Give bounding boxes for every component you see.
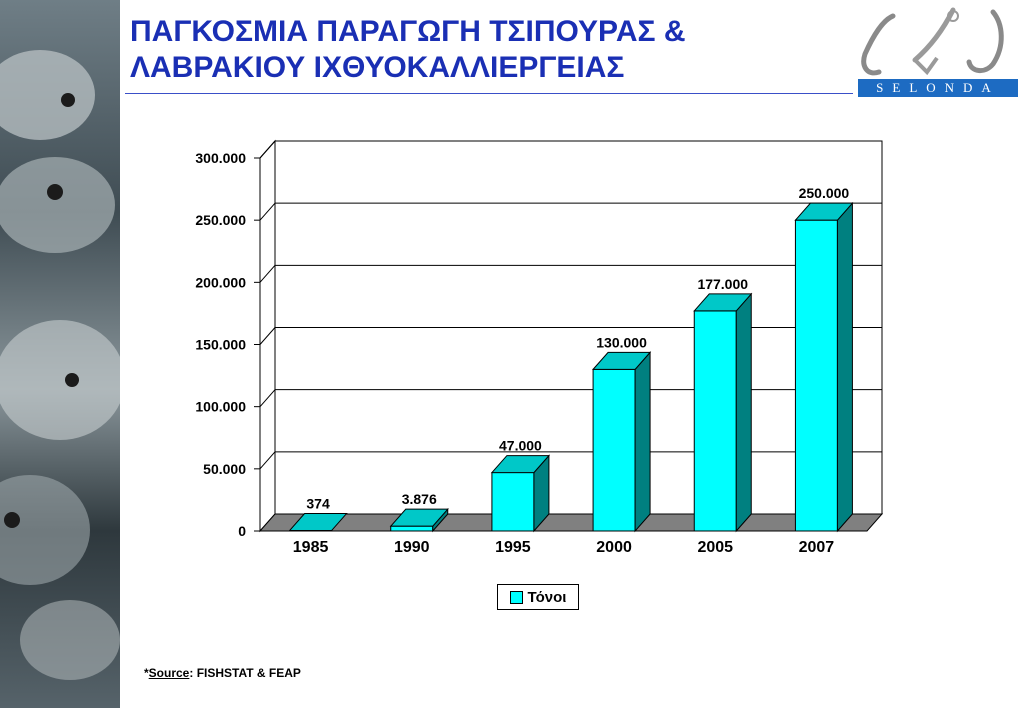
x-tick-label-2005: 2005: [697, 539, 733, 556]
selonda-hook-logo-icon: [861, 7, 1004, 76]
bar-2005: [693, 310, 737, 532]
data-label-1995: 47.000: [499, 438, 542, 454]
data-label-2007: 250.000: [799, 185, 850, 201]
bar-top-1990: [389, 508, 449, 527]
bar-top-2005: [693, 293, 753, 312]
page-title: ΠΑΓΚΟΣΜΙΑ ΠΑΡΑΓΩΓΗ ΤΣΙΠΟΥΡΑΣ & ΛΑΒΡΑΚΙΟΥ…: [130, 14, 830, 86]
gridline-side: [259, 389, 276, 407]
chart-floor-plane: [258, 513, 884, 532]
bar-side-2000: [634, 351, 651, 533]
bar-top-1985: [288, 513, 348, 532]
source-word: Source: [148, 666, 190, 680]
gridline-side: [259, 265, 276, 283]
gridline-side: [259, 451, 276, 470]
legend-swatch-icon: [509, 590, 523, 604]
bar-1990: [390, 525, 434, 532]
bar-top-2000: [591, 351, 652, 370]
bar-side-2005: [735, 292, 752, 533]
gridline-side: [259, 140, 276, 159]
title-line-1: ΠΑΓΚΟΣΜΙΑ ΠΑΡΑΓΩΓΗ ΤΣΙΠΟΥΡΑΣ &: [130, 15, 686, 48]
data-label-1985: 374: [306, 496, 330, 512]
logo-wordmark: SELONDA: [858, 79, 1018, 97]
bar-side-2007: [836, 201, 853, 533]
fish-photo-strip: [0, 0, 120, 708]
bar-2007: [794, 219, 838, 532]
x-tick-label-1985: 1985: [293, 539, 329, 556]
title-divider: [125, 93, 853, 94]
data-label-2005: 177.000: [697, 276, 748, 292]
x-tick-label-1995: 1995: [495, 539, 531, 556]
y-tick-label: 150.000: [195, 337, 246, 353]
y-tick-labels: 0 50.000 100.000 150.000 200.000 250.000 300.0…: [195, 150, 246, 539]
chart-floor: [258, 513, 884, 532]
x-tick-labels: 1985 1990 1995 2000 2005 2007: [293, 539, 835, 556]
data-labels: 374 3.876 47.000 130.000 177.000 250.000: [306, 185, 849, 511]
title-line-2: ΛΑΒΡΑΚΙΟΥ ΙΧΘΥΟΚΑΛΛΙΕΡΓΕΙΑΣ: [130, 51, 625, 84]
y-tick-label: 0: [238, 523, 246, 539]
source-prefix: *: [144, 666, 149, 680]
data-label-2000: 130.000: [596, 334, 647, 350]
x-tick-label-2000: 2000: [596, 539, 632, 556]
y-tick-label: 300.000: [195, 150, 246, 166]
y-tick-label: 200.000: [195, 274, 246, 290]
bar-2000: [592, 368, 636, 532]
chart-legend: Τόνοι: [497, 584, 579, 610]
bar-1995: [491, 472, 535, 532]
gridline-side: [259, 202, 276, 221]
fish-photo-image: [0, 50, 120, 680]
chart-grid: [259, 139, 883, 533]
bars: [288, 201, 854, 533]
source-note: *Source: FISHSTAT & FEAP: [144, 666, 301, 680]
y-tick-label: 50.000: [203, 461, 246, 477]
y-tick-label: 100.000: [195, 399, 246, 415]
production-bar-chart: 0 50.000 100.000 150.000 200.000 250.000 300.0…: [195, 139, 884, 556]
y-axis: [254, 157, 261, 532]
source-rest: : FISHSTAT & FEAP: [189, 666, 301, 680]
x-tick-label-2007: 2007: [799, 539, 835, 556]
y-tick-label: 250.000: [195, 212, 246, 228]
data-label-1990: 3.876: [402, 491, 437, 507]
x-tick-label-1990: 1990: [394, 539, 430, 556]
bar-top-1995: [490, 455, 551, 474]
legend-label: Τόνοι: [527, 588, 567, 606]
gridline-side: [259, 327, 276, 345]
bar-top-2007: [794, 202, 854, 221]
